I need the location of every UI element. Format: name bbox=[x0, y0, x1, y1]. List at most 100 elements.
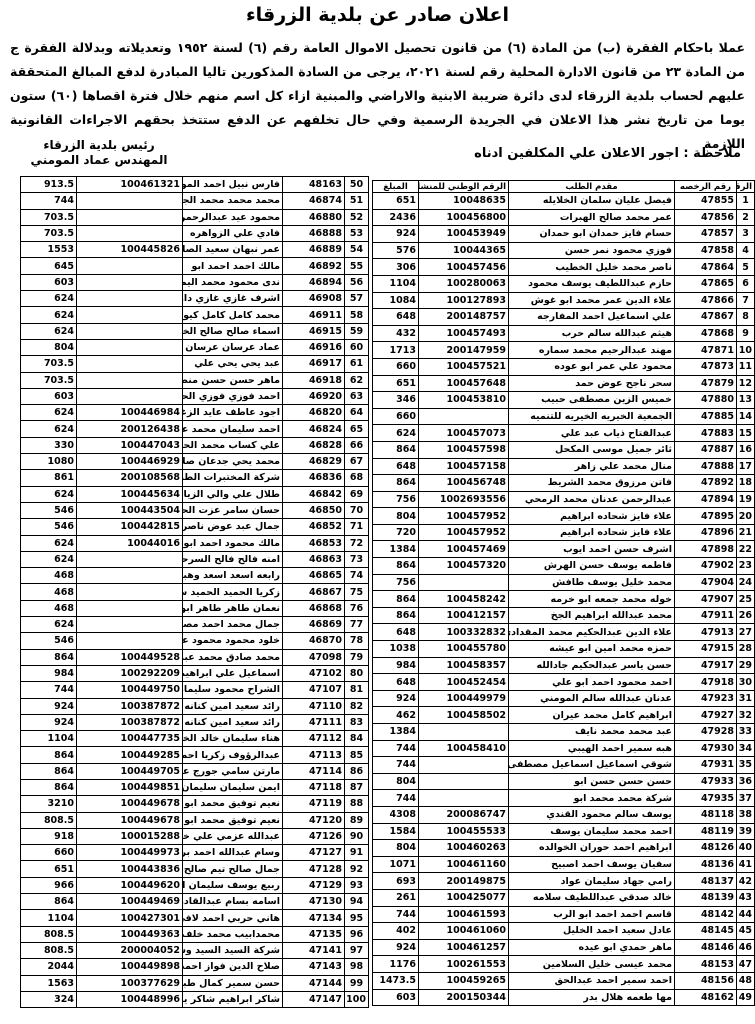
license-number: 47902 bbox=[674, 557, 737, 575]
license-number: 48156 bbox=[674, 971, 737, 990]
row-number: 98 bbox=[344, 958, 369, 976]
license-number: 46836 bbox=[282, 469, 345, 487]
amount: 1104 bbox=[20, 730, 77, 748]
national-id: 200108568 bbox=[76, 469, 183, 487]
amount: 346 bbox=[372, 391, 419, 409]
national-id: 200126438 bbox=[76, 420, 183, 438]
table-row: 76 46868 نعمان طاهر طاهر ابو 468 bbox=[20, 599, 369, 618]
amount: 330 bbox=[20, 436, 77, 455]
national-id bbox=[76, 632, 183, 650]
applicant-name: زكريا الحميد الحميد سليم bbox=[182, 583, 283, 601]
applicant-name: رابعه اسعد اسعد وهبي bbox=[182, 567, 283, 585]
table-row: 61 46917 عبد يحي يحي علي 703.5 bbox=[20, 355, 369, 373]
row-number: 66 bbox=[344, 436, 369, 455]
national-id: 100453810 bbox=[418, 391, 509, 409]
table-row: 21 47896 علاء فايز شحاده ابراهيم 100457952 7… bbox=[372, 523, 755, 542]
row-number: 63 bbox=[344, 387, 369, 406]
license-number: 47111 bbox=[282, 713, 345, 732]
applicant-name: ربيع يوسف سليمان المنسي bbox=[182, 876, 283, 895]
applicant-name: فاطمه يوسف حسن الهرش bbox=[508, 557, 675, 575]
license-number: 46850 bbox=[282, 501, 345, 520]
table-row: 39 48119 احمد محمد سليمان يوسف 100455533 158… bbox=[372, 822, 755, 841]
row-number: 9 bbox=[736, 324, 755, 343]
license-number: 46920 bbox=[282, 387, 345, 406]
amount: 324 bbox=[20, 990, 77, 1009]
national-id: 100449678 bbox=[76, 811, 183, 829]
license-number: 47129 bbox=[282, 876, 345, 895]
amount: 864 bbox=[372, 606, 419, 625]
applicant-name: محمد كامل كامل كيوان bbox=[182, 306, 283, 324]
license-number: 47130 bbox=[282, 893, 345, 911]
table-row: 24 47904 محمد خليل يوسف طافش 756 bbox=[372, 573, 755, 592]
amount: 804 bbox=[372, 507, 419, 525]
row-number: 68 bbox=[344, 469, 369, 487]
table-row: 9 47868 هيثم عبدالله سالم حرب 100457493 432 bbox=[372, 324, 755, 343]
amount: 624 bbox=[20, 290, 77, 308]
license-number: 47118 bbox=[282, 778, 345, 797]
table-row: 22 47898 اشرف حسن احمد ايوب 100457469 1384 bbox=[372, 540, 755, 559]
row-number: 49 bbox=[736, 988, 755, 1007]
applicant-name: رائد سعيد امين كنانه bbox=[182, 697, 283, 715]
license-number: 47144 bbox=[282, 974, 345, 992]
amount: 703.5 bbox=[20, 208, 77, 226]
national-id: 100445826 bbox=[76, 241, 183, 259]
amount: 861 bbox=[20, 469, 77, 487]
applicant-name: عادل سعيد احمد الخليل bbox=[508, 922, 675, 940]
table-row: 57 46908 اشرف غازي غازي داود 624 bbox=[20, 290, 369, 308]
row-number: 82 bbox=[344, 697, 369, 715]
applicant-name: ابراهيم كامل محمد عيران bbox=[508, 706, 675, 724]
applicant-name: محمد محمد محمد الجنيدي bbox=[182, 192, 283, 210]
amount: 624 bbox=[20, 534, 77, 552]
applicant-name: مارتن سامي جورج عبده bbox=[182, 762, 283, 780]
applicant-name: مالك محمود احمد ابو هيفاء bbox=[182, 534, 283, 552]
national-id: 100457158 bbox=[418, 457, 509, 476]
national-id bbox=[76, 306, 183, 324]
amount: 703.5 bbox=[20, 224, 77, 243]
applicant-name: محمد صادق محمد عبدالقادر bbox=[182, 648, 283, 666]
amount: 864 bbox=[20, 648, 77, 666]
amount: 864 bbox=[372, 474, 419, 492]
applicant-name: حمزه محمد امين ابو عيشه bbox=[508, 640, 675, 658]
table-row: 11 47873 محمود علي عمر ابو عوده 100457521 66… bbox=[372, 357, 755, 376]
license-number: 47880 bbox=[674, 391, 737, 409]
national-id bbox=[76, 371, 183, 389]
row-number: 27 bbox=[736, 623, 755, 642]
amount: 808.5 bbox=[20, 941, 77, 960]
national-id: 100449898 bbox=[76, 958, 183, 976]
applicant-name: اجود عاطف عايد الزغيبي bbox=[182, 404, 283, 422]
amount: 924 bbox=[372, 689, 419, 708]
applicant-name: شاكر ابراهيم شاكر ياسين bbox=[182, 990, 283, 1009]
license-number: 46880 bbox=[282, 208, 345, 226]
row-number: 16 bbox=[736, 440, 755, 459]
license-number: 46852 bbox=[282, 518, 345, 536]
row-number: 17 bbox=[736, 457, 755, 476]
national-id: 100455533 bbox=[418, 822, 509, 841]
amount: 648 bbox=[372, 673, 419, 691]
applicant-name: قاسم احمد احمد ابو الرب bbox=[508, 905, 675, 924]
table-row: 67 46829 محمد يحي جدعان صلاح 100446929 1080 bbox=[20, 453, 369, 471]
row-number: 60 bbox=[344, 338, 369, 357]
table-row: 28 47915 حمزه محمد امين ابو عيشه 100455780 1… bbox=[372, 640, 755, 658]
column-header: الرقم الوطني للمنشاة bbox=[418, 180, 509, 193]
license-number: 47128 bbox=[282, 860, 345, 878]
national-id: 100449851 bbox=[76, 778, 183, 797]
row-number: 32 bbox=[736, 706, 755, 724]
table-row: 82 47110 رائد سعيد امين كنانه 100387872 924 bbox=[20, 697, 369, 715]
national-id bbox=[76, 290, 183, 308]
amount: 624 bbox=[20, 420, 77, 438]
amount: 808.5 bbox=[20, 811, 77, 829]
license-number: 47871 bbox=[674, 341, 737, 359]
license-number: 47930 bbox=[674, 739, 737, 758]
table-row: 55 46892 مالك احمد احمد ابو 645 bbox=[20, 257, 369, 275]
national-id: 100457952 bbox=[418, 523, 509, 542]
national-id: 100446984 bbox=[76, 404, 183, 422]
amount: 648 bbox=[372, 623, 419, 642]
applicant-name: علاء فايز شحاده ابراهيم bbox=[508, 507, 675, 525]
